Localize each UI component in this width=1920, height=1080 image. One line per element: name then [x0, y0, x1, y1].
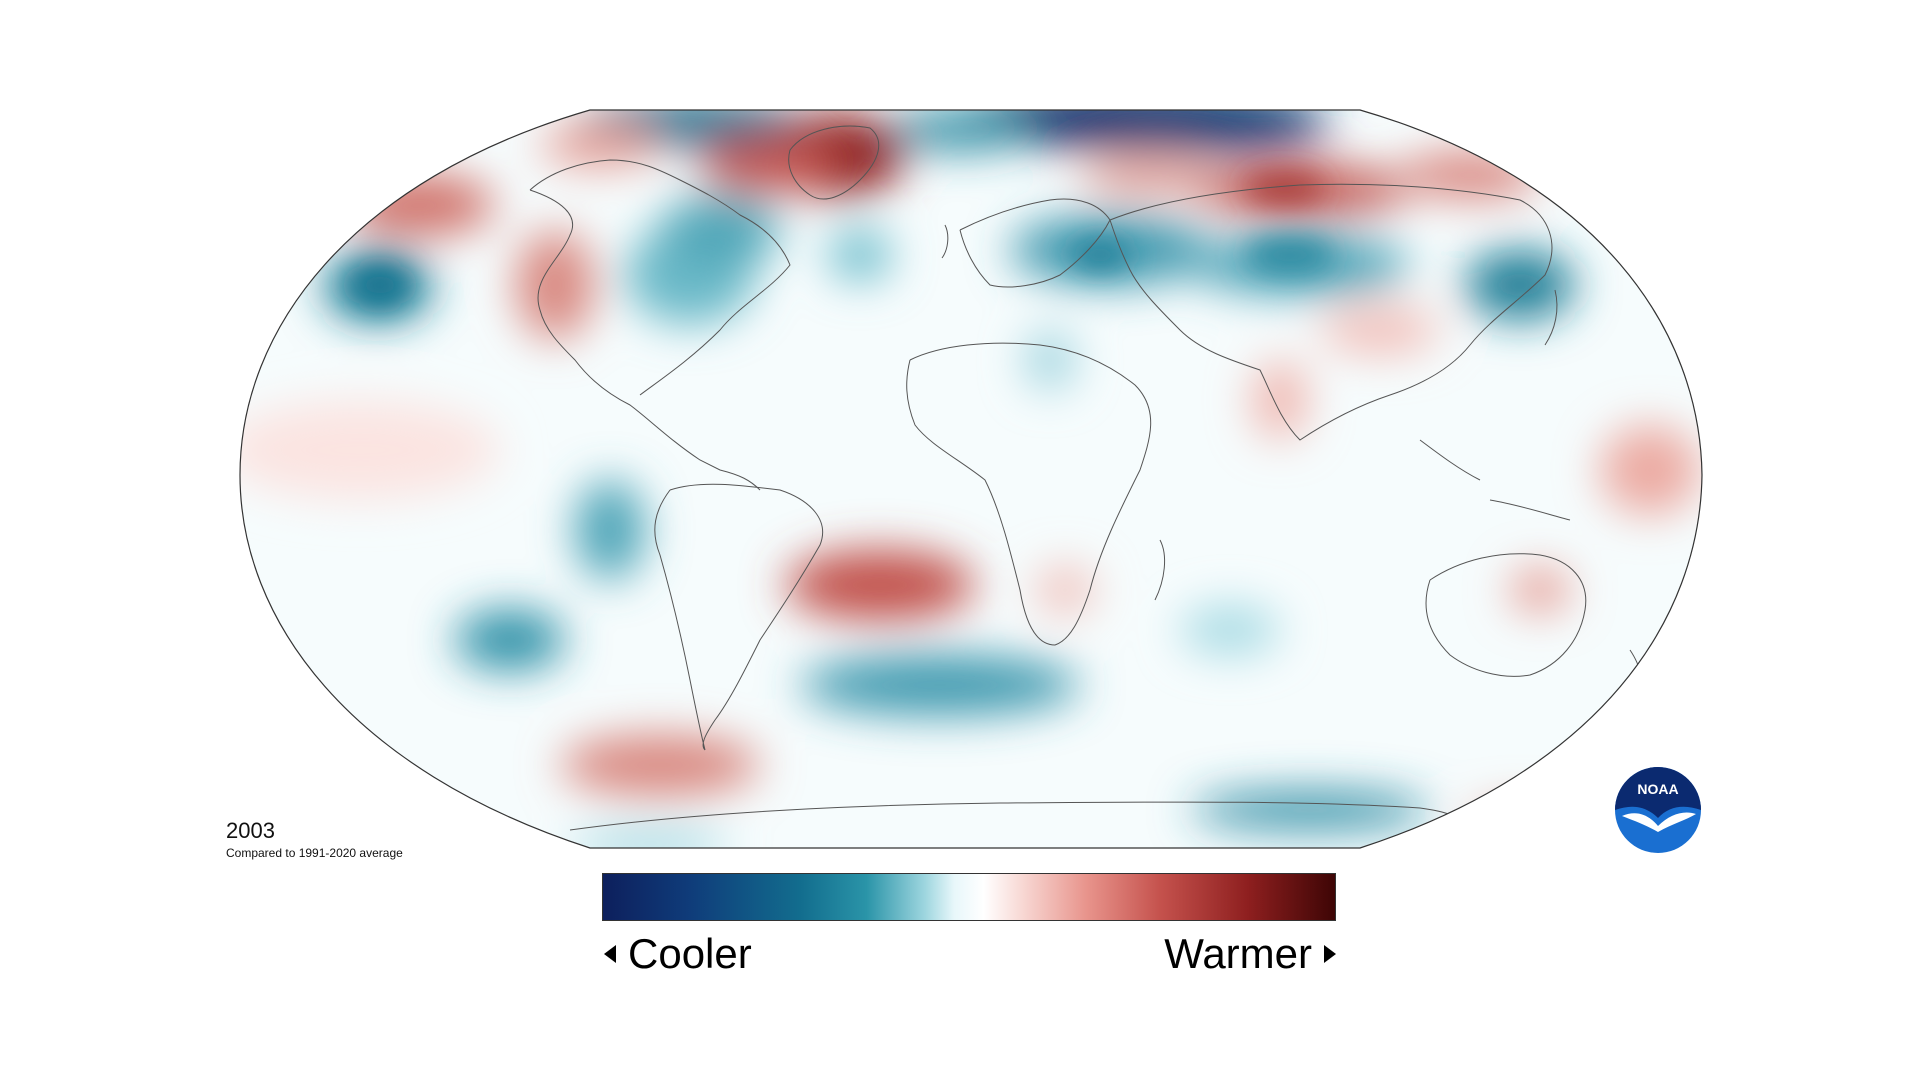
legend-cooler: Cooler: [604, 928, 752, 980]
comparison-subtitle: Compared to 1991-2020 average: [226, 846, 403, 860]
anomaly-detail: [350, 173, 1335, 305]
noaa-logo-icon: NOAA: [1615, 767, 1701, 853]
coastlines: [529, 125, 1641, 831]
right-triangle-icon: [1324, 945, 1336, 963]
legend-warmer: Warmer: [1164, 928, 1336, 980]
globe-border: [239, 109, 1703, 849]
colorbar-frame: [602, 873, 1336, 921]
anomaly-blobs: [240, 110, 1700, 848]
noaa-logo-text: NOAA: [1637, 781, 1678, 797]
anomaly-field: [240, 110, 1702, 848]
colorbar-gradient: [602, 873, 1336, 921]
left-triangle-icon: [604, 945, 616, 963]
cooler-label: Cooler: [628, 930, 752, 977]
warmer-label: Warmer: [1164, 930, 1312, 977]
year-label: 2003: [226, 818, 275, 843]
